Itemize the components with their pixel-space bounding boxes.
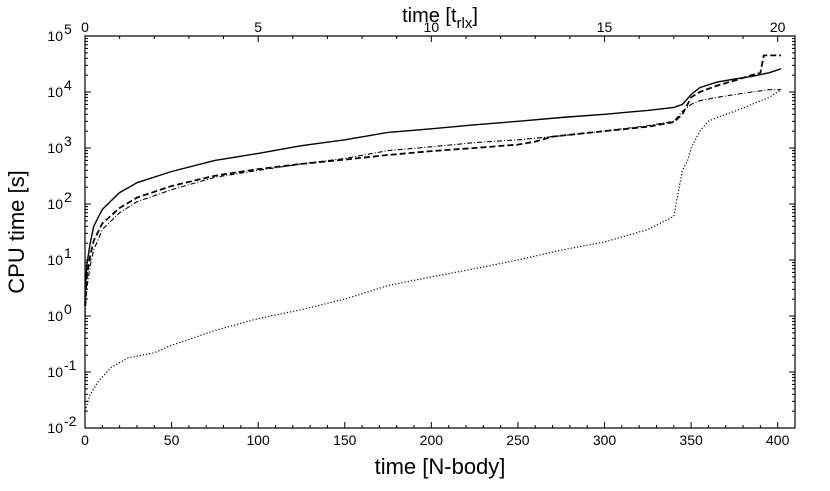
y-tick-label: 10 <box>47 28 63 44</box>
x2-axis-title-subscript: rlx <box>457 15 473 32</box>
y-tick-exponent: -2 <box>64 413 77 429</box>
x2-axis-title: time [trlx] <box>402 5 478 32</box>
x-tick-label: 400 <box>766 432 790 448</box>
x2-tick-label: 10 <box>424 19 440 35</box>
y-tick-label: 10 <box>47 84 63 100</box>
x-tick-label: 350 <box>679 432 703 448</box>
y-tick-label: 10 <box>47 196 63 212</box>
x-tick-label: 200 <box>420 432 444 448</box>
x2-tick-label: 0 <box>81 19 89 35</box>
y-tick-label: 10 <box>47 308 63 324</box>
x-tick-label: 100 <box>246 432 270 448</box>
x-tick-label: 300 <box>593 432 617 448</box>
x-axis-bottom: 0 50 100 150 200 250 300 350 400 <box>81 422 790 448</box>
x-axis-top: 0 5 10 15 20 <box>81 19 786 42</box>
x-tick-label: 0 <box>81 432 89 448</box>
x-axis-title: time [N-body] <box>375 454 506 479</box>
series-line-dashed <box>84 54 782 307</box>
y-tick-exponent: 0 <box>64 301 72 317</box>
x-tick-label: 50 <box>164 432 180 448</box>
x2-tick-label: 20 <box>770 19 786 35</box>
series-line-dashdot <box>84 89 782 317</box>
y-tick-label: 10 <box>47 140 63 156</box>
series-group <box>84 54 782 412</box>
x2-tick-label: 15 <box>597 19 613 35</box>
series-line-dotted <box>84 89 782 412</box>
y-tick-exponent: 4 <box>64 77 72 93</box>
x2-axis-title-main: time [t <box>402 5 457 27</box>
y-tick-exponent: 3 <box>64 133 72 149</box>
x-tick-label: 250 <box>506 432 530 448</box>
y-tick-exponent: 2 <box>64 189 72 205</box>
y-tick-label: 10 <box>47 364 63 380</box>
x2-axis-title-end: ] <box>472 5 478 27</box>
plot-frame <box>84 35 796 429</box>
x2-tick-label: 5 <box>254 19 262 35</box>
y-tick-exponent: 1 <box>64 245 72 261</box>
y-axis-title: CPU time [s] <box>4 170 29 293</box>
x-tick-label: 150 <box>333 432 357 448</box>
y-tick-exponent: -1 <box>64 357 77 373</box>
series-line-solid <box>84 68 782 300</box>
y-tick-exponent: 5 <box>64 21 72 37</box>
y-tick-label: 10 <box>47 420 63 436</box>
y-tick-label: 10 <box>47 252 63 268</box>
